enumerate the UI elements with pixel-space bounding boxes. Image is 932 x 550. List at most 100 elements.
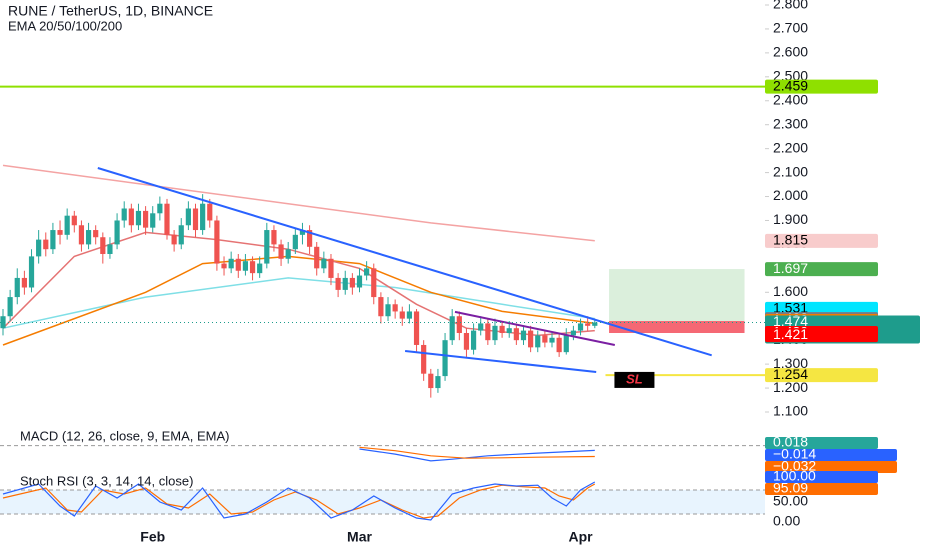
- candle-body: [563, 335, 569, 353]
- candle-body: [435, 376, 441, 389]
- candle-body: [50, 230, 56, 250]
- candle-body: [321, 258, 327, 269]
- y-tick-label: 1.200: [773, 379, 808, 395]
- stoch-tick-label: 0.00: [773, 513, 800, 529]
- annotation: SL: [626, 371, 643, 386]
- macd-tag-label: −0.014: [773, 446, 816, 462]
- y-tick-label: 1.100: [773, 403, 808, 419]
- candle-body: [242, 261, 249, 271]
- macd-tag: [765, 449, 897, 461]
- candle-body: [456, 316, 462, 333]
- y-tick-label: 1.300: [773, 355, 808, 371]
- candle-body: [143, 210, 149, 228]
- candle-body: [214, 220, 220, 264]
- candle-body: [207, 203, 213, 221]
- candle-body: [21, 277, 27, 288]
- candle-body: [442, 340, 448, 377]
- y-tick-label: 2.500: [773, 68, 808, 84]
- candle-body: [570, 330, 576, 336]
- macd-tag: [765, 437, 878, 449]
- candle-body: [164, 203, 170, 235]
- price-tag: [765, 368, 878, 383]
- candle-body: [278, 244, 284, 259]
- candle-body: [14, 277, 20, 298]
- candle-body: [371, 268, 377, 298]
- candle-body: [28, 256, 35, 288]
- candle-body: [535, 335, 541, 348]
- candle-body: [449, 316, 455, 341]
- candle-body: [328, 258, 334, 278]
- candle-body: [43, 239, 49, 250]
- candle-body: [285, 249, 291, 259]
- candle-body: [499, 325, 505, 333]
- candle-body: [235, 258, 241, 271]
- ema-line: [2, 164, 595, 242]
- x-tick-label: Mar: [347, 529, 372, 545]
- candle-body: [64, 215, 70, 235]
- candle-body: [157, 203, 163, 214]
- y-tick-label: 2.600: [773, 44, 808, 60]
- macd-label: MACD (12, 26, close, 9, EMA, EMA): [20, 428, 230, 443]
- macd-tag-label: −0.032: [773, 458, 816, 474]
- stop-zone: [609, 321, 745, 333]
- candle-body: [378, 297, 384, 317]
- stoch-tick-label: 50.00: [773, 493, 808, 509]
- candle-body: [107, 244, 113, 254]
- y-tick-label: 2.800: [773, 0, 808, 12]
- candle-body: [93, 230, 99, 238]
- candle-body: [178, 225, 184, 245]
- candle-body: [385, 304, 391, 317]
- candle-body: [85, 230, 92, 245]
- signal-line: [359, 446, 595, 459]
- candle-body: [36, 239, 42, 257]
- candle-body: [135, 210, 142, 226]
- candle-body: [335, 277, 341, 290]
- price-tag-label: 1.254: [773, 366, 808, 382]
- candle-body: [542, 335, 548, 343]
- candle-body: [150, 213, 156, 228]
- candle-body: [592, 322, 598, 326]
- candle-body: [200, 203, 206, 231]
- y-tick-label: 2.300: [773, 115, 808, 131]
- y-tick-label: 1.600: [773, 283, 808, 299]
- candle-body: [556, 337, 562, 353]
- y-tick-label: 1.900: [773, 211, 808, 227]
- stoch-tag-label: 95.09: [773, 480, 808, 496]
- x-tick-label: Feb: [140, 529, 165, 545]
- stoch-label: Stoch RSI (3, 3, 14, 14, close): [20, 473, 193, 488]
- stoch-tag: [765, 471, 878, 483]
- stoch-tag: [765, 483, 878, 495]
- candle-body: [57, 230, 63, 235]
- candle-body: [470, 330, 477, 350]
- price-tag-label: 2.459: [773, 77, 808, 93]
- candle-body: [506, 328, 512, 333]
- x-tick-label: Apr: [568, 529, 593, 545]
- indicator-legend: EMA 20/50/100/200: [8, 18, 122, 33]
- candle-body: [249, 261, 256, 274]
- candle-body: [406, 311, 413, 319]
- candle-body: [513, 328, 519, 341]
- candle-body: [185, 208, 191, 226]
- stoch-k-line: [2, 481, 596, 521]
- candle-body: [299, 230, 306, 235]
- candle-body: [463, 332, 470, 350]
- price-tag-label: 1.474: [773, 313, 808, 329]
- y-tick-label: 2.700: [773, 20, 808, 36]
- candle-body: [478, 323, 484, 331]
- chart-title: RUNE / TetherUS, 1D, BINANCE: [8, 3, 213, 19]
- candle-body: [0, 316, 6, 329]
- candle-body: [78, 225, 85, 245]
- ema-line: [2, 277, 595, 329]
- candle-body: [192, 208, 199, 231]
- trend-line: [404, 350, 597, 373]
- y-tick-label: 2.200: [773, 139, 808, 155]
- stoch-d-line: [2, 483, 596, 519]
- price-tag: [765, 233, 878, 248]
- price-tag-label: 1.815: [773, 232, 808, 248]
- candle-body: [392, 304, 398, 312]
- candle-body: [264, 230, 270, 264]
- candle-body: [528, 330, 534, 348]
- candle-body: [342, 277, 348, 290]
- candle-body: [71, 215, 77, 226]
